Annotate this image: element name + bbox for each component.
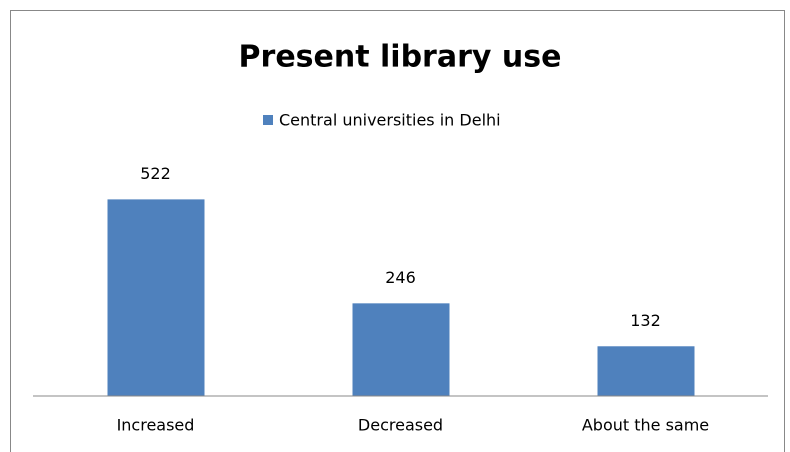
legend-label: Central universities in Delhi <box>279 111 501 130</box>
data-label: 522 <box>140 164 171 183</box>
bar <box>597 346 695 396</box>
x-tick-label: About the same <box>582 416 709 435</box>
legend-swatch <box>263 115 273 125</box>
x-tick-label: Decreased <box>358 416 443 435</box>
bar <box>107 199 205 396</box>
data-label: 246 <box>385 268 416 287</box>
chart-title: Present library use <box>239 40 562 75</box>
data-label: 132 <box>630 311 661 330</box>
bar <box>352 303 450 396</box>
x-tick-label: Increased <box>117 416 195 435</box>
